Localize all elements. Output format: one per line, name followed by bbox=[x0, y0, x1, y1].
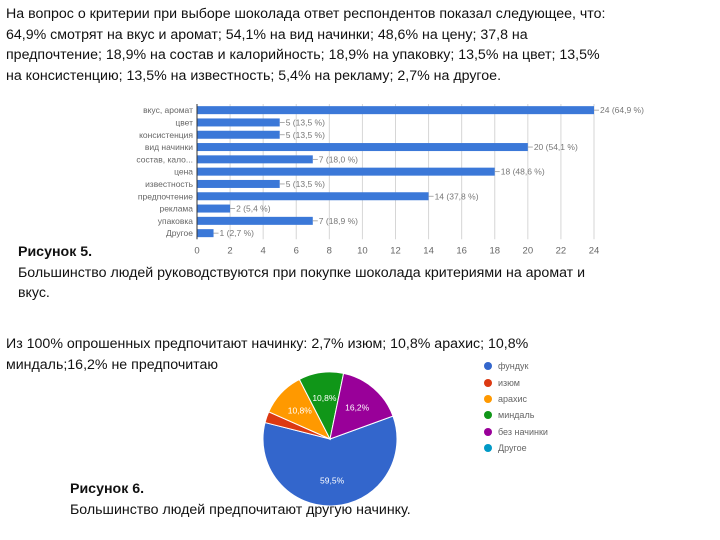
bar bbox=[197, 204, 231, 213]
data-label: 7 (18,9 %) bbox=[319, 216, 358, 226]
filling-pie-chart: 59,5% 10,8% 10,8% 16,2% bbox=[262, 371, 398, 507]
intro-paragraph: На вопрос о критерии при выборе шоколада… bbox=[6, 4, 712, 86]
pie-slice bbox=[329, 372, 394, 440]
bar bbox=[197, 167, 495, 176]
data-label: 7 (18,0 %) bbox=[319, 154, 358, 164]
legend-swatch bbox=[484, 427, 492, 436]
figure6-label: Рисунок 6. bbox=[70, 481, 145, 497]
legend-label: Другое bbox=[498, 443, 527, 454]
bar bbox=[197, 106, 594, 115]
filling-line: миндаль;16,2% не предпочитаю bbox=[6, 356, 219, 373]
bar bbox=[197, 216, 313, 225]
bar bbox=[197, 143, 528, 152]
x-tick-label: 10 bbox=[357, 245, 368, 256]
legend-label: фундук bbox=[498, 361, 529, 372]
slice-label: 10,8% bbox=[288, 405, 313, 415]
x-tick-label: 8 bbox=[327, 245, 332, 256]
x-tick-label: 24 bbox=[589, 245, 600, 256]
category-label: цвет bbox=[175, 117, 193, 127]
x-tick-label: 0 bbox=[194, 245, 199, 256]
x-tick-label: 18 bbox=[489, 245, 500, 256]
x-tick-label: 6 bbox=[294, 245, 299, 256]
bar bbox=[197, 229, 214, 238]
figure5-caption-line: вкус. bbox=[18, 285, 50, 301]
legend-swatch bbox=[484, 362, 492, 371]
figure5-label: Рисунок 5. bbox=[18, 244, 93, 260]
legend-label: арахис bbox=[498, 393, 528, 404]
legend-swatch bbox=[484, 378, 492, 387]
category-label: Другое bbox=[166, 228, 193, 238]
legend-item: без начинки bbox=[484, 424, 548, 440]
legend-label: изюм bbox=[498, 377, 520, 388]
category-label: цена bbox=[174, 167, 193, 177]
legend-swatch bbox=[484, 394, 492, 403]
data-label: 5 (13,5 %) bbox=[286, 179, 325, 189]
intro-line: На вопрос о критерии при выборе шоколада… bbox=[6, 6, 606, 22]
legend-item: арахис bbox=[484, 391, 548, 407]
intro-line: 64,9% смотрят на вкус и аромат; 54,1% на… bbox=[6, 26, 528, 43]
legend-label: без начинки bbox=[498, 426, 548, 437]
category-label: вид начинки bbox=[145, 142, 193, 152]
x-tick-label: 22 bbox=[556, 245, 567, 256]
data-label: 24 (64,9 %) bbox=[600, 105, 644, 115]
figure5-caption-line: Большинство людей руководствуются при по… bbox=[18, 264, 586, 281]
legend-item: изюм bbox=[484, 374, 548, 390]
pie-legend: фундук изюм арахис миндаль без начинки Другое bbox=[484, 358, 548, 456]
x-tick-label: 14 bbox=[423, 245, 434, 256]
category-label: состав, кало... bbox=[136, 154, 193, 164]
category-label: предпочтение bbox=[138, 191, 193, 201]
intro-line: предпочтение; 18,9% на состав и калорийн… bbox=[6, 47, 600, 63]
pie-slice bbox=[262, 415, 398, 507]
bar bbox=[197, 118, 280, 127]
category-label: известность bbox=[145, 179, 194, 189]
data-label: 5 (13,5 %) bbox=[286, 117, 325, 127]
figure6-caption-text: Большинство людей предпочитают другую на… bbox=[70, 501, 411, 518]
slice-label: 16,2% bbox=[345, 403, 370, 413]
data-label: 20 (54,1 %) bbox=[534, 142, 578, 152]
filling-paragraph: Из 100% опрошенных предпочитают начинку:… bbox=[6, 334, 528, 375]
figure5-caption: Рисунок 5. Большинство людей руководству… bbox=[18, 242, 585, 304]
category-label: вкус, аромат bbox=[143, 105, 193, 115]
bar bbox=[197, 179, 280, 188]
intro-line: на консистенцию; 13,5% на известность; 5… bbox=[6, 67, 502, 84]
legend-swatch bbox=[484, 411, 492, 420]
legend-label: миндаль bbox=[498, 410, 535, 421]
legend-item: миндаль bbox=[484, 407, 548, 423]
legend-item: фундук bbox=[484, 358, 548, 374]
slice-label: 10,8% bbox=[312, 393, 337, 403]
data-label: 2 (5,4 %) bbox=[236, 204, 271, 214]
filling-line: Из 100% опрошенных предпочитают начинку:… bbox=[6, 336, 529, 352]
bar bbox=[197, 192, 429, 201]
bar bbox=[197, 155, 313, 164]
data-label: 5 (13,5 %) bbox=[286, 130, 325, 140]
data-label: 18 (48,6 %) bbox=[501, 167, 545, 177]
slice-label: 59,5% bbox=[320, 475, 345, 485]
x-tick-label: 2 bbox=[227, 245, 232, 256]
category-label: реклама bbox=[159, 204, 193, 214]
x-tick-label: 12 bbox=[390, 245, 401, 256]
data-label: 1 (2,7 %) bbox=[220, 228, 255, 238]
category-label: упаковка bbox=[158, 216, 194, 226]
bar bbox=[197, 130, 280, 139]
figure6-caption: Рисунок 6. Большинство людей предпочитаю… bbox=[70, 479, 411, 520]
data-label: 14 (37,8 %) bbox=[435, 191, 479, 201]
x-tick-label: 20 bbox=[523, 245, 534, 256]
x-tick-label: 4 bbox=[261, 245, 266, 256]
legend-swatch bbox=[484, 444, 492, 453]
x-tick-label: 16 bbox=[456, 245, 467, 256]
category-label: консистенция bbox=[139, 130, 193, 140]
legend-item: Другое bbox=[484, 440, 548, 456]
